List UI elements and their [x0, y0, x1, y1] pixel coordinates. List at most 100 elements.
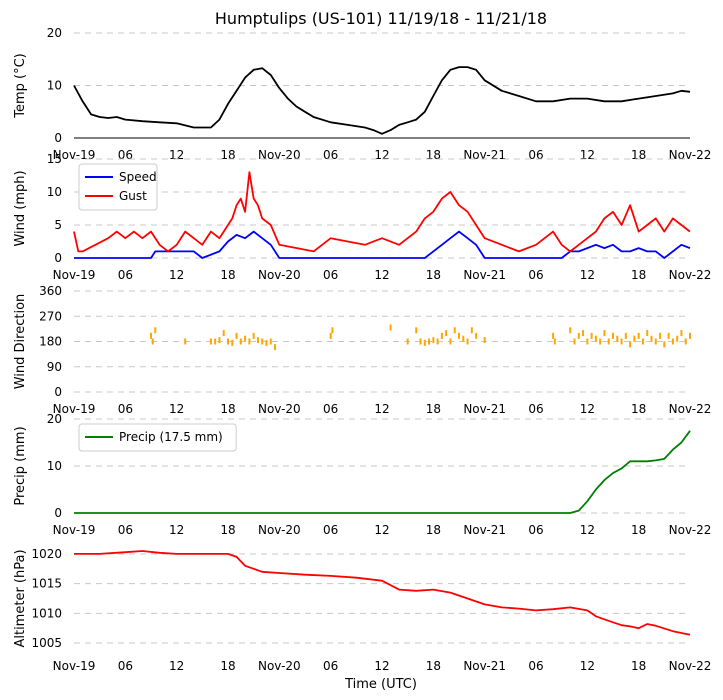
direction-point [265, 339, 268, 346]
direction-point [269, 338, 272, 345]
wind-legend-label: Speed [119, 170, 157, 184]
precip-x-tick-label: 12 [580, 523, 595, 537]
precip-y-axis-label: Precip (mm) [13, 426, 28, 505]
direction-point [569, 327, 572, 334]
direction-x-tick-label: 12 [374, 402, 389, 416]
direction-point [590, 332, 593, 339]
direction-x-tick-label: 06 [118, 402, 133, 416]
precip-legend: Precip (17.5 mm) [78, 423, 237, 452]
direction-y-tick-label: 270 [39, 309, 62, 323]
precip-y-tick-label: 10 [47, 459, 62, 473]
direction-point [573, 338, 576, 345]
temp-x-tick-label: 12 [580, 148, 595, 162]
direction-x-tick-label: 18 [220, 402, 235, 416]
direction-point [475, 332, 478, 339]
temp-y-axis-label: Temp (°C) [13, 53, 28, 119]
direction-point [629, 341, 632, 348]
direction-point [663, 341, 666, 348]
altimeter-x-tick-label: 18 [220, 659, 235, 673]
wind-y-tick-label: 0 [54, 251, 62, 265]
altimeter-x-tick-label: 12 [374, 659, 389, 673]
direction-point [620, 338, 623, 345]
temp-y-tick-label: 10 [47, 79, 62, 93]
precip-series-precip-17-5-mm [74, 430, 691, 514]
precip-x-tick-label: Nov-20 [258, 523, 301, 537]
temp-y-tick-label: 0 [54, 131, 62, 145]
direction-point [624, 332, 627, 339]
direction-x-tick-label: 06 [528, 402, 543, 416]
direction-point [329, 332, 332, 339]
direction-point [582, 330, 585, 337]
direction-point [586, 338, 589, 345]
wind-series-gust [73, 171, 691, 253]
direction-x-tick-label: 06 [323, 402, 338, 416]
temp-x-tick-label: Nov-21 [463, 148, 506, 162]
panel-temp: 0 10 20 Temp (°C) Nov-19 06 12 18 Nov-20 06 12 18 No… [13, 26, 711, 162]
direction-point [577, 332, 580, 339]
precip-x-tick-label: Nov-19 [53, 523, 96, 537]
altimeter-y-tick-label: 1015 [31, 577, 62, 591]
precip-y-tick-label: 20 [47, 412, 62, 426]
direction-point [428, 338, 431, 345]
direction-point [607, 338, 610, 345]
direction-point [256, 337, 259, 344]
wind-y-tick-label: 15 [47, 152, 62, 166]
wind-x-tick-label: Nov-20 [258, 268, 301, 282]
direction-point [470, 327, 473, 334]
direction-point [684, 338, 687, 345]
direction-point [646, 330, 649, 337]
temp-x-tick-label: 12 [169, 148, 184, 162]
direction-y-tick-label: 0 [54, 385, 62, 399]
direction-x-tick-label: Nov-19 [53, 402, 96, 416]
temp-x-tick-label: 06 [118, 148, 133, 162]
temp-x-tick-label: Nov-20 [258, 148, 301, 162]
direction-point [654, 338, 657, 345]
precip-x-tick-label: 12 [169, 523, 184, 537]
direction-point [641, 338, 644, 345]
altimeter-x-tick-label: Nov-19 [53, 659, 96, 673]
direction-point [209, 338, 212, 345]
temp-series-temp [73, 66, 691, 135]
precip-x-tick-label: 18 [631, 523, 646, 537]
direction-point [453, 327, 456, 334]
altimeter-x-tick-label: 06 [528, 659, 543, 673]
direction-point [594, 335, 597, 342]
wind-x-tick-label: 06 [323, 268, 338, 282]
panel-precip: 0 10 20 Precip (mm) Nov-19 06 12 18 Nov-20 06 12 18… [13, 412, 711, 537]
precip-x-tick-label: 18 [426, 523, 441, 537]
temp-x-tick-label: 06 [528, 148, 543, 162]
direction-point [261, 338, 264, 345]
direction-y-tick-label: 90 [47, 360, 62, 374]
wind-x-tick-label: 18 [220, 268, 235, 282]
temp-x-tick-label: 06 [323, 148, 338, 162]
direction-point [616, 335, 619, 342]
direction-point [150, 332, 152, 339]
precip-x-tick-label: Nov-22 [669, 523, 712, 537]
direction-point [248, 338, 251, 345]
altimeter-y-tick-label: 1020 [31, 547, 62, 561]
temp-x-tick-label: Nov-22 [669, 148, 712, 162]
direction-x-tick-label: 12 [580, 402, 595, 416]
altimeter-y-tick-label: 1010 [31, 606, 62, 620]
temp-x-tick-label: Nov-19 [53, 148, 96, 162]
direction-point [689, 332, 691, 339]
direction-point [222, 330, 225, 337]
direction-point [331, 327, 334, 334]
altimeter-x-tick-label: 06 [118, 659, 133, 673]
direction-point [603, 330, 606, 337]
altimeter-series-altimeter [74, 550, 691, 636]
wind-x-tick-label: Nov-21 [463, 268, 506, 282]
direction-point [231, 339, 234, 346]
precip-x-tick-label: 06 [118, 523, 133, 537]
wind-x-tick-label: 12 [169, 268, 184, 282]
direction-point [462, 335, 465, 342]
direction-y-tick-label: 360 [39, 284, 62, 298]
precip-x-tick-label: 12 [374, 523, 389, 537]
direction-point [667, 332, 670, 339]
wind-y-tick-label: 10 [47, 185, 62, 199]
direction-y-tick-label: 180 [39, 335, 62, 349]
direction-point [483, 337, 486, 344]
direction-point [227, 338, 229, 345]
direction-y-axis-label: Wind Direction [13, 294, 28, 390]
